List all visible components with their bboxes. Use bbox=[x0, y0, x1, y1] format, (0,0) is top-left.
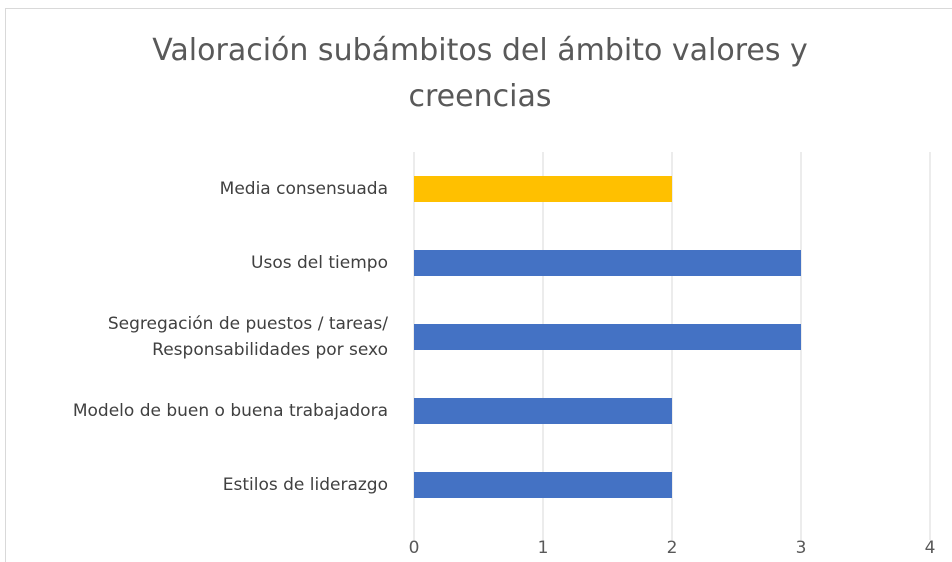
y-tick-label: Segregación de puestos / tareas/ Respons… bbox=[107, 314, 388, 360]
y-tick-label: Modelo de buen o buena trabajadora bbox=[72, 401, 388, 421]
bar bbox=[414, 176, 672, 202]
x-tick-label: 1 bbox=[537, 538, 549, 558]
x-tick-label: 3 bbox=[795, 538, 807, 558]
y-tick-label: Media consensuada bbox=[219, 179, 388, 199]
y-tick-label: Usos del tiempo bbox=[251, 253, 388, 273]
y-tick-label: Estilos de liderazgo bbox=[222, 475, 388, 495]
x-tick-label: 0 bbox=[408, 538, 420, 558]
x-tick-label: 2 bbox=[666, 538, 678, 558]
x-tick-label: 4 bbox=[924, 538, 936, 558]
bar bbox=[414, 250, 801, 276]
chart-frame bbox=[5, 8, 952, 562]
bar bbox=[414, 398, 672, 424]
bar bbox=[414, 324, 801, 350]
bar bbox=[414, 472, 672, 498]
chart-title: Valoración subámbitos del ámbito valores… bbox=[152, 33, 808, 114]
